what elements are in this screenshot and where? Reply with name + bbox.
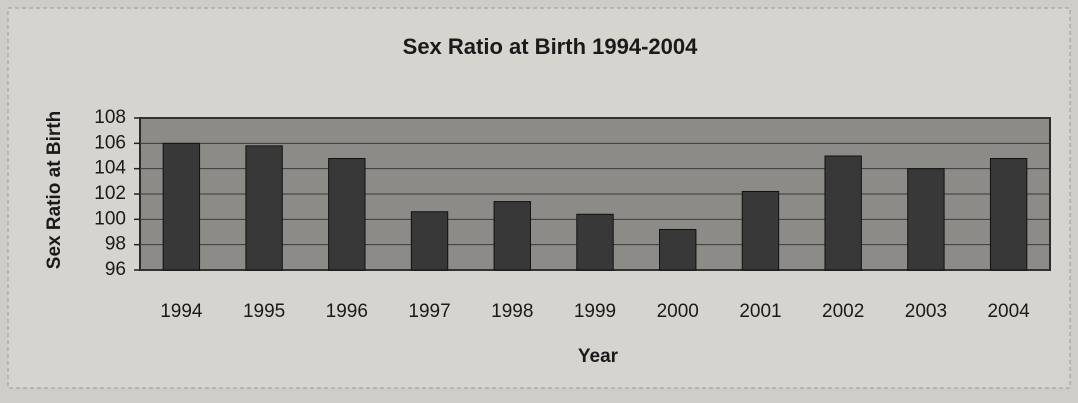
x-tick-label: 2003 (905, 301, 947, 322)
bar (741, 190, 780, 271)
bar (493, 201, 531, 271)
bar (659, 228, 697, 271)
bar (989, 158, 1028, 271)
y-tick-label: 100 (94, 208, 126, 229)
bar (576, 213, 614, 271)
chart-title: Sex Ratio at Birth 1994-2004 (403, 34, 698, 59)
x-tick-label: 1998 (491, 301, 533, 322)
x-tick-label: 2001 (739, 301, 781, 322)
y-axis-title: Sex Ratio at Birth (44, 111, 65, 269)
bar (328, 158, 366, 271)
x-tick-label: 2000 (657, 301, 699, 322)
x-axis-title: Year (578, 346, 619, 367)
y-tick-label: 104 (94, 158, 126, 179)
y-tick-label: 98 (105, 234, 126, 255)
y-tick-label: 96 (105, 259, 126, 280)
x-tick-label: 2002 (822, 301, 864, 322)
bar (824, 155, 862, 271)
y-tick-label: 108 (94, 107, 126, 128)
bar (245, 145, 283, 271)
y-tick-label: 102 (94, 183, 126, 204)
bar (410, 211, 449, 271)
bar (162, 142, 201, 271)
y-tick-label: 106 (94, 132, 126, 153)
x-tick-label: 1996 (326, 301, 368, 322)
x-tick-label: 1997 (408, 301, 450, 322)
bar (907, 168, 945, 271)
x-tick-label: 1995 (243, 301, 285, 322)
x-tick-label: 1994 (160, 301, 203, 322)
x-tick-label: 2004 (987, 301, 1030, 322)
x-tick-label: 1999 (574, 301, 616, 322)
